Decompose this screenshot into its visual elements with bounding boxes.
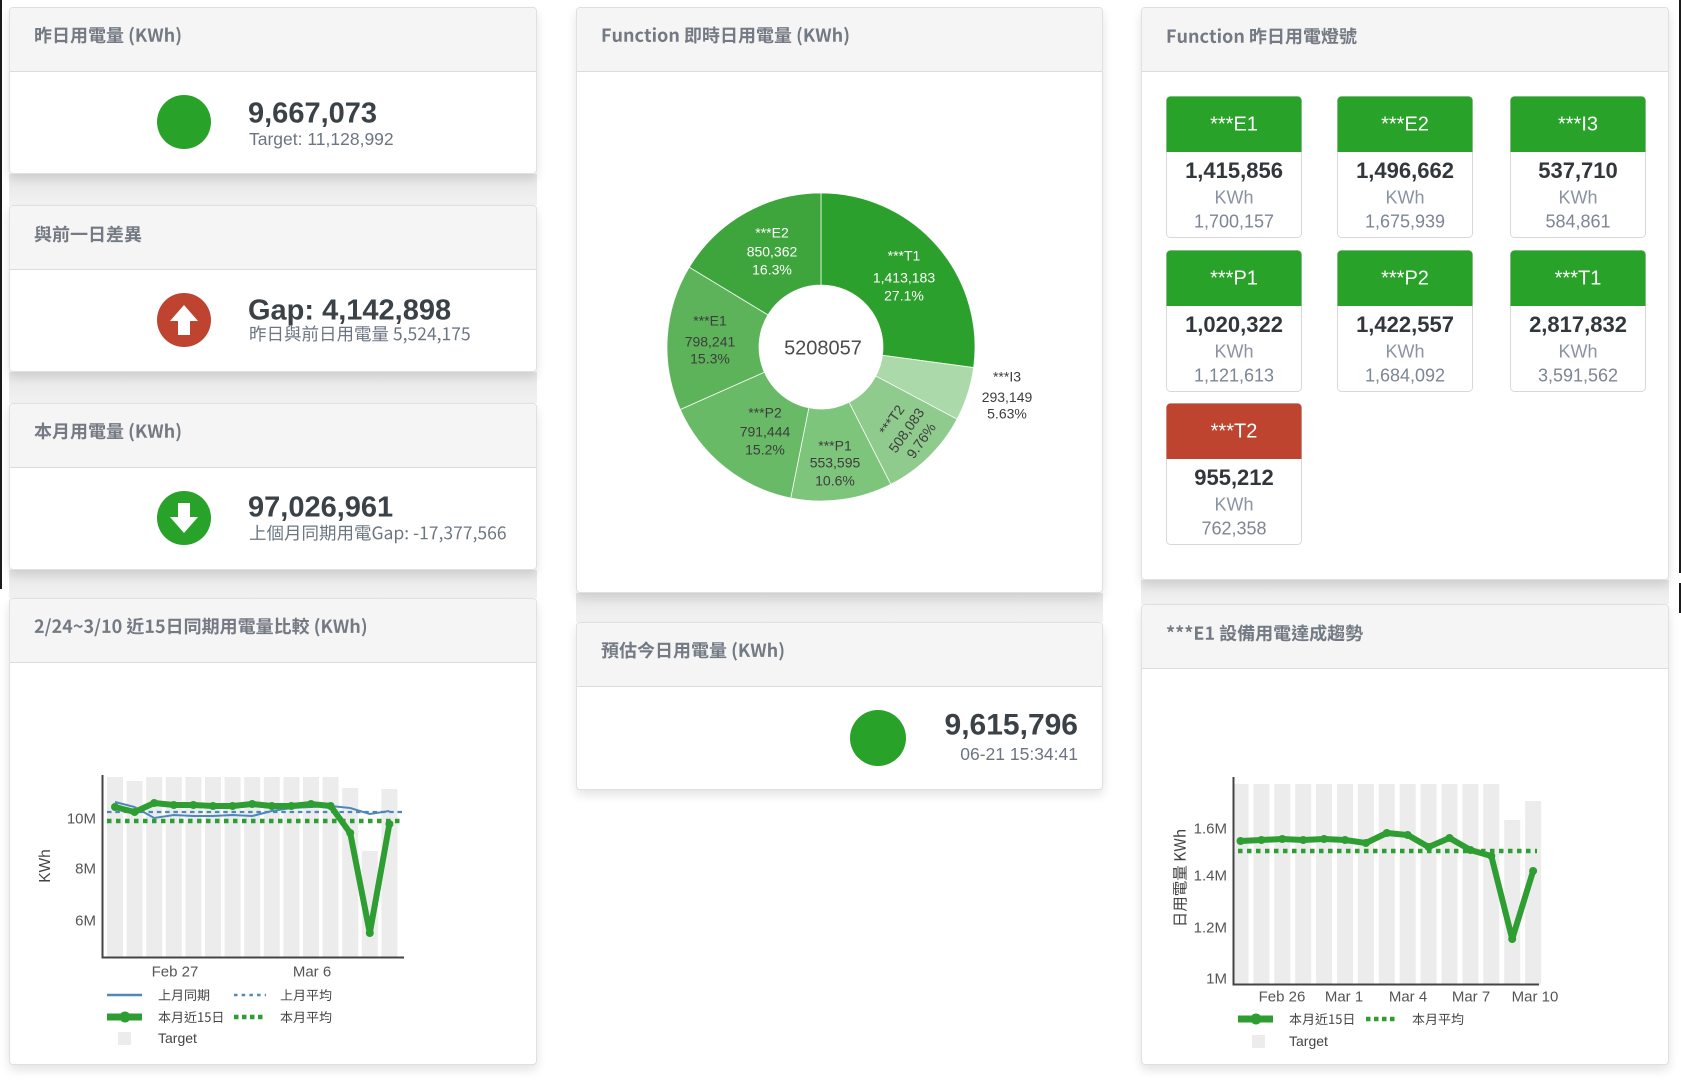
svg-text:5208057: 5208057: [784, 337, 862, 359]
svg-text:1,700,157: 1,700,157: [1194, 212, 1274, 232]
svg-text:1,413,183: 1,413,183: [873, 269, 935, 285]
svg-text:798,241: 798,241: [685, 333, 736, 349]
svg-text:***P1: ***P1: [818, 437, 852, 453]
svg-text:27.1%: 27.1%: [884, 287, 924, 303]
svg-text:850,362: 850,362: [747, 243, 798, 259]
svg-text:KWh: KWh: [1214, 342, 1253, 362]
svg-text:Feb 27: Feb 27: [152, 964, 199, 981]
svg-text:1,684,092: 1,684,092: [1365, 366, 1445, 386]
svg-text:Mar 7: Mar 7: [1452, 989, 1490, 1006]
svg-text:***P2: ***P2: [1381, 268, 1429, 290]
svg-text:1,675,939: 1,675,939: [1365, 212, 1445, 232]
svg-text:KWh: KWh: [1385, 188, 1424, 208]
svg-text:1,121,613: 1,121,613: [1194, 366, 1274, 386]
svg-text:2,817,832: 2,817,832: [1529, 312, 1627, 337]
svg-text:97,026,961: 97,026,961: [248, 491, 393, 523]
svg-text:KWh: KWh: [1214, 188, 1253, 208]
svg-text:KWh: KWh: [1214, 495, 1253, 515]
svg-text:1,020,322: 1,020,322: [1185, 312, 1283, 337]
svg-text:Mar 4: Mar 4: [1389, 989, 1427, 1006]
svg-text:16.3%: 16.3%: [752, 261, 792, 277]
svg-text:1.4M: 1.4M: [1194, 868, 1227, 885]
svg-text:15.3%: 15.3%: [690, 350, 730, 366]
svg-text:10M: 10M: [67, 811, 96, 828]
svg-text:***P1: ***P1: [1210, 268, 1258, 290]
svg-text:1.6M: 1.6M: [1194, 821, 1227, 838]
svg-text:Target: Target: [1289, 1033, 1328, 1049]
svg-text:Target: Target: [158, 1030, 197, 1046]
svg-text:15.2%: 15.2%: [745, 441, 785, 457]
svg-text:537,710: 537,710: [1538, 158, 1618, 183]
svg-text:Mar 1: Mar 1: [1325, 989, 1363, 1006]
svg-text:***T2: ***T2: [1211, 421, 1258, 443]
svg-text:***E1: ***E1: [693, 312, 727, 328]
svg-text:553,595: 553,595: [810, 454, 861, 470]
svg-text:762,358: 762,358: [1201, 519, 1266, 539]
svg-text:***T1: ***T1: [1555, 268, 1602, 290]
svg-text:9,615,796: 9,615,796: [945, 709, 1078, 742]
svg-text:Mar 6: Mar 6: [293, 964, 331, 981]
svg-text:293,149: 293,149: [982, 389, 1033, 405]
svg-text:791,444: 791,444: [740, 423, 791, 439]
svg-text:***I3: ***I3: [1558, 114, 1598, 136]
svg-text:6M: 6M: [75, 913, 96, 930]
svg-text:1,422,557: 1,422,557: [1356, 312, 1454, 337]
svg-text:584,861: 584,861: [1545, 212, 1610, 232]
svg-text:KWh: KWh: [1558, 342, 1597, 362]
svg-text:1.2M: 1.2M: [1194, 920, 1227, 937]
svg-text:KWh: KWh: [37, 849, 54, 883]
svg-text:Feb 26: Feb 26: [1259, 989, 1306, 1006]
svg-text:1M: 1M: [1206, 971, 1227, 988]
svg-text:10.6%: 10.6%: [815, 472, 855, 488]
svg-text:06-21 15:34:41: 06-21 15:34:41: [960, 744, 1078, 764]
svg-text:***E1: ***E1: [1210, 114, 1258, 136]
svg-text:1,496,662: 1,496,662: [1356, 158, 1454, 183]
svg-text:1,415,856: 1,415,856: [1185, 158, 1283, 183]
svg-text:Target: 11,128,992: Target: 11,128,992: [249, 129, 394, 149]
svg-text:***T1: ***T1: [888, 247, 921, 263]
svg-text:***E2: ***E2: [755, 224, 789, 240]
svg-text:Mar 10: Mar 10: [1512, 989, 1559, 1006]
svg-text:***I3: ***I3: [993, 368, 1021, 384]
svg-text:KWh: KWh: [1385, 342, 1424, 362]
svg-text:9,667,073: 9,667,073: [248, 97, 377, 129]
svg-text:5.63%: 5.63%: [987, 405, 1027, 421]
svg-text:955,212: 955,212: [1194, 465, 1274, 490]
svg-text:***E2: ***E2: [1381, 114, 1429, 136]
svg-text:***P2: ***P2: [748, 404, 782, 420]
svg-text:3,591,562: 3,591,562: [1538, 366, 1618, 386]
svg-text:8M: 8M: [75, 861, 96, 878]
svg-text:Gap: 4,142,898: Gap: 4,142,898: [248, 294, 451, 326]
svg-text:KWh: KWh: [1558, 188, 1597, 208]
